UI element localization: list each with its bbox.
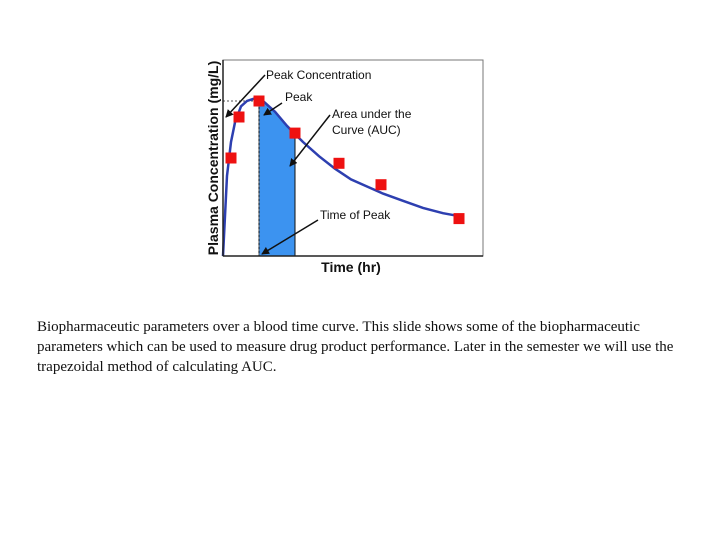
data-point — [453, 213, 465, 225]
data-point — [289, 127, 301, 139]
slide-caption: Biopharmaceutic parameters over a blood … — [37, 319, 674, 375]
data-point — [225, 152, 237, 164]
data-points — [225, 95, 465, 225]
x-axis-label: Time (hr) — [321, 259, 381, 275]
arrow-auc — [289, 114, 331, 167]
pk-chart: Peak Concentration Peak Area under the C… — [205, 59, 484, 275]
annotation-time-of-peak: Time of Peak — [320, 208, 391, 222]
data-point — [253, 95, 265, 107]
arrow-peak — [263, 102, 283, 116]
annotation-auc-line1: Area under the — [332, 107, 412, 121]
arrow-time-of-peak — [261, 219, 319, 255]
arrow-peak-concentration — [225, 74, 266, 118]
data-point — [375, 179, 387, 191]
data-point — [333, 157, 345, 169]
annotation-auc-line2: Curve (AUC) — [332, 123, 401, 137]
annotation-peak: Peak — [285, 90, 313, 104]
data-point — [233, 111, 245, 123]
annotation-peak-concentration: Peak Concentration — [266, 68, 371, 82]
y-axis-label: Plasma Concentration (mg/L) — [205, 61, 221, 255]
